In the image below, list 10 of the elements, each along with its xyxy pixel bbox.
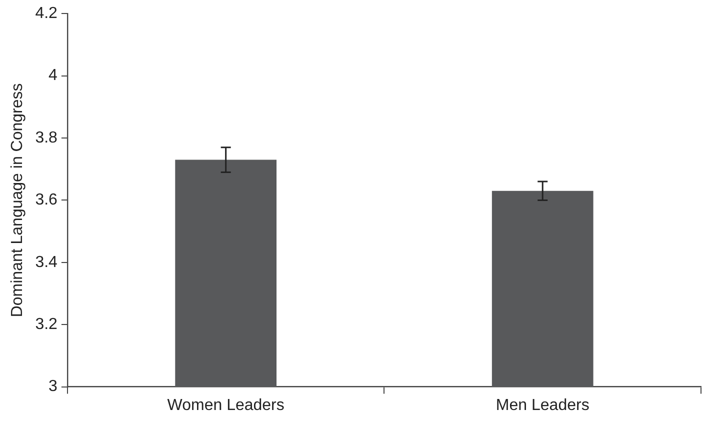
x-tick-label: Men Leaders bbox=[496, 396, 590, 414]
y-axis-title: Dominant Language in Congress bbox=[9, 83, 26, 318]
y-tick-label: 3.4 bbox=[35, 254, 58, 271]
x-tick-label: Women Leaders bbox=[167, 396, 284, 414]
y-tick-label: 3.6 bbox=[35, 192, 58, 209]
y-tick-label: 3.8 bbox=[35, 129, 58, 146]
y-tick-label: 3 bbox=[48, 378, 58, 396]
y-tick-label: 4.2 bbox=[35, 5, 58, 22]
y-tick-label: 4 bbox=[48, 67, 58, 84]
y-tick-label: 3.2 bbox=[35, 316, 58, 334]
